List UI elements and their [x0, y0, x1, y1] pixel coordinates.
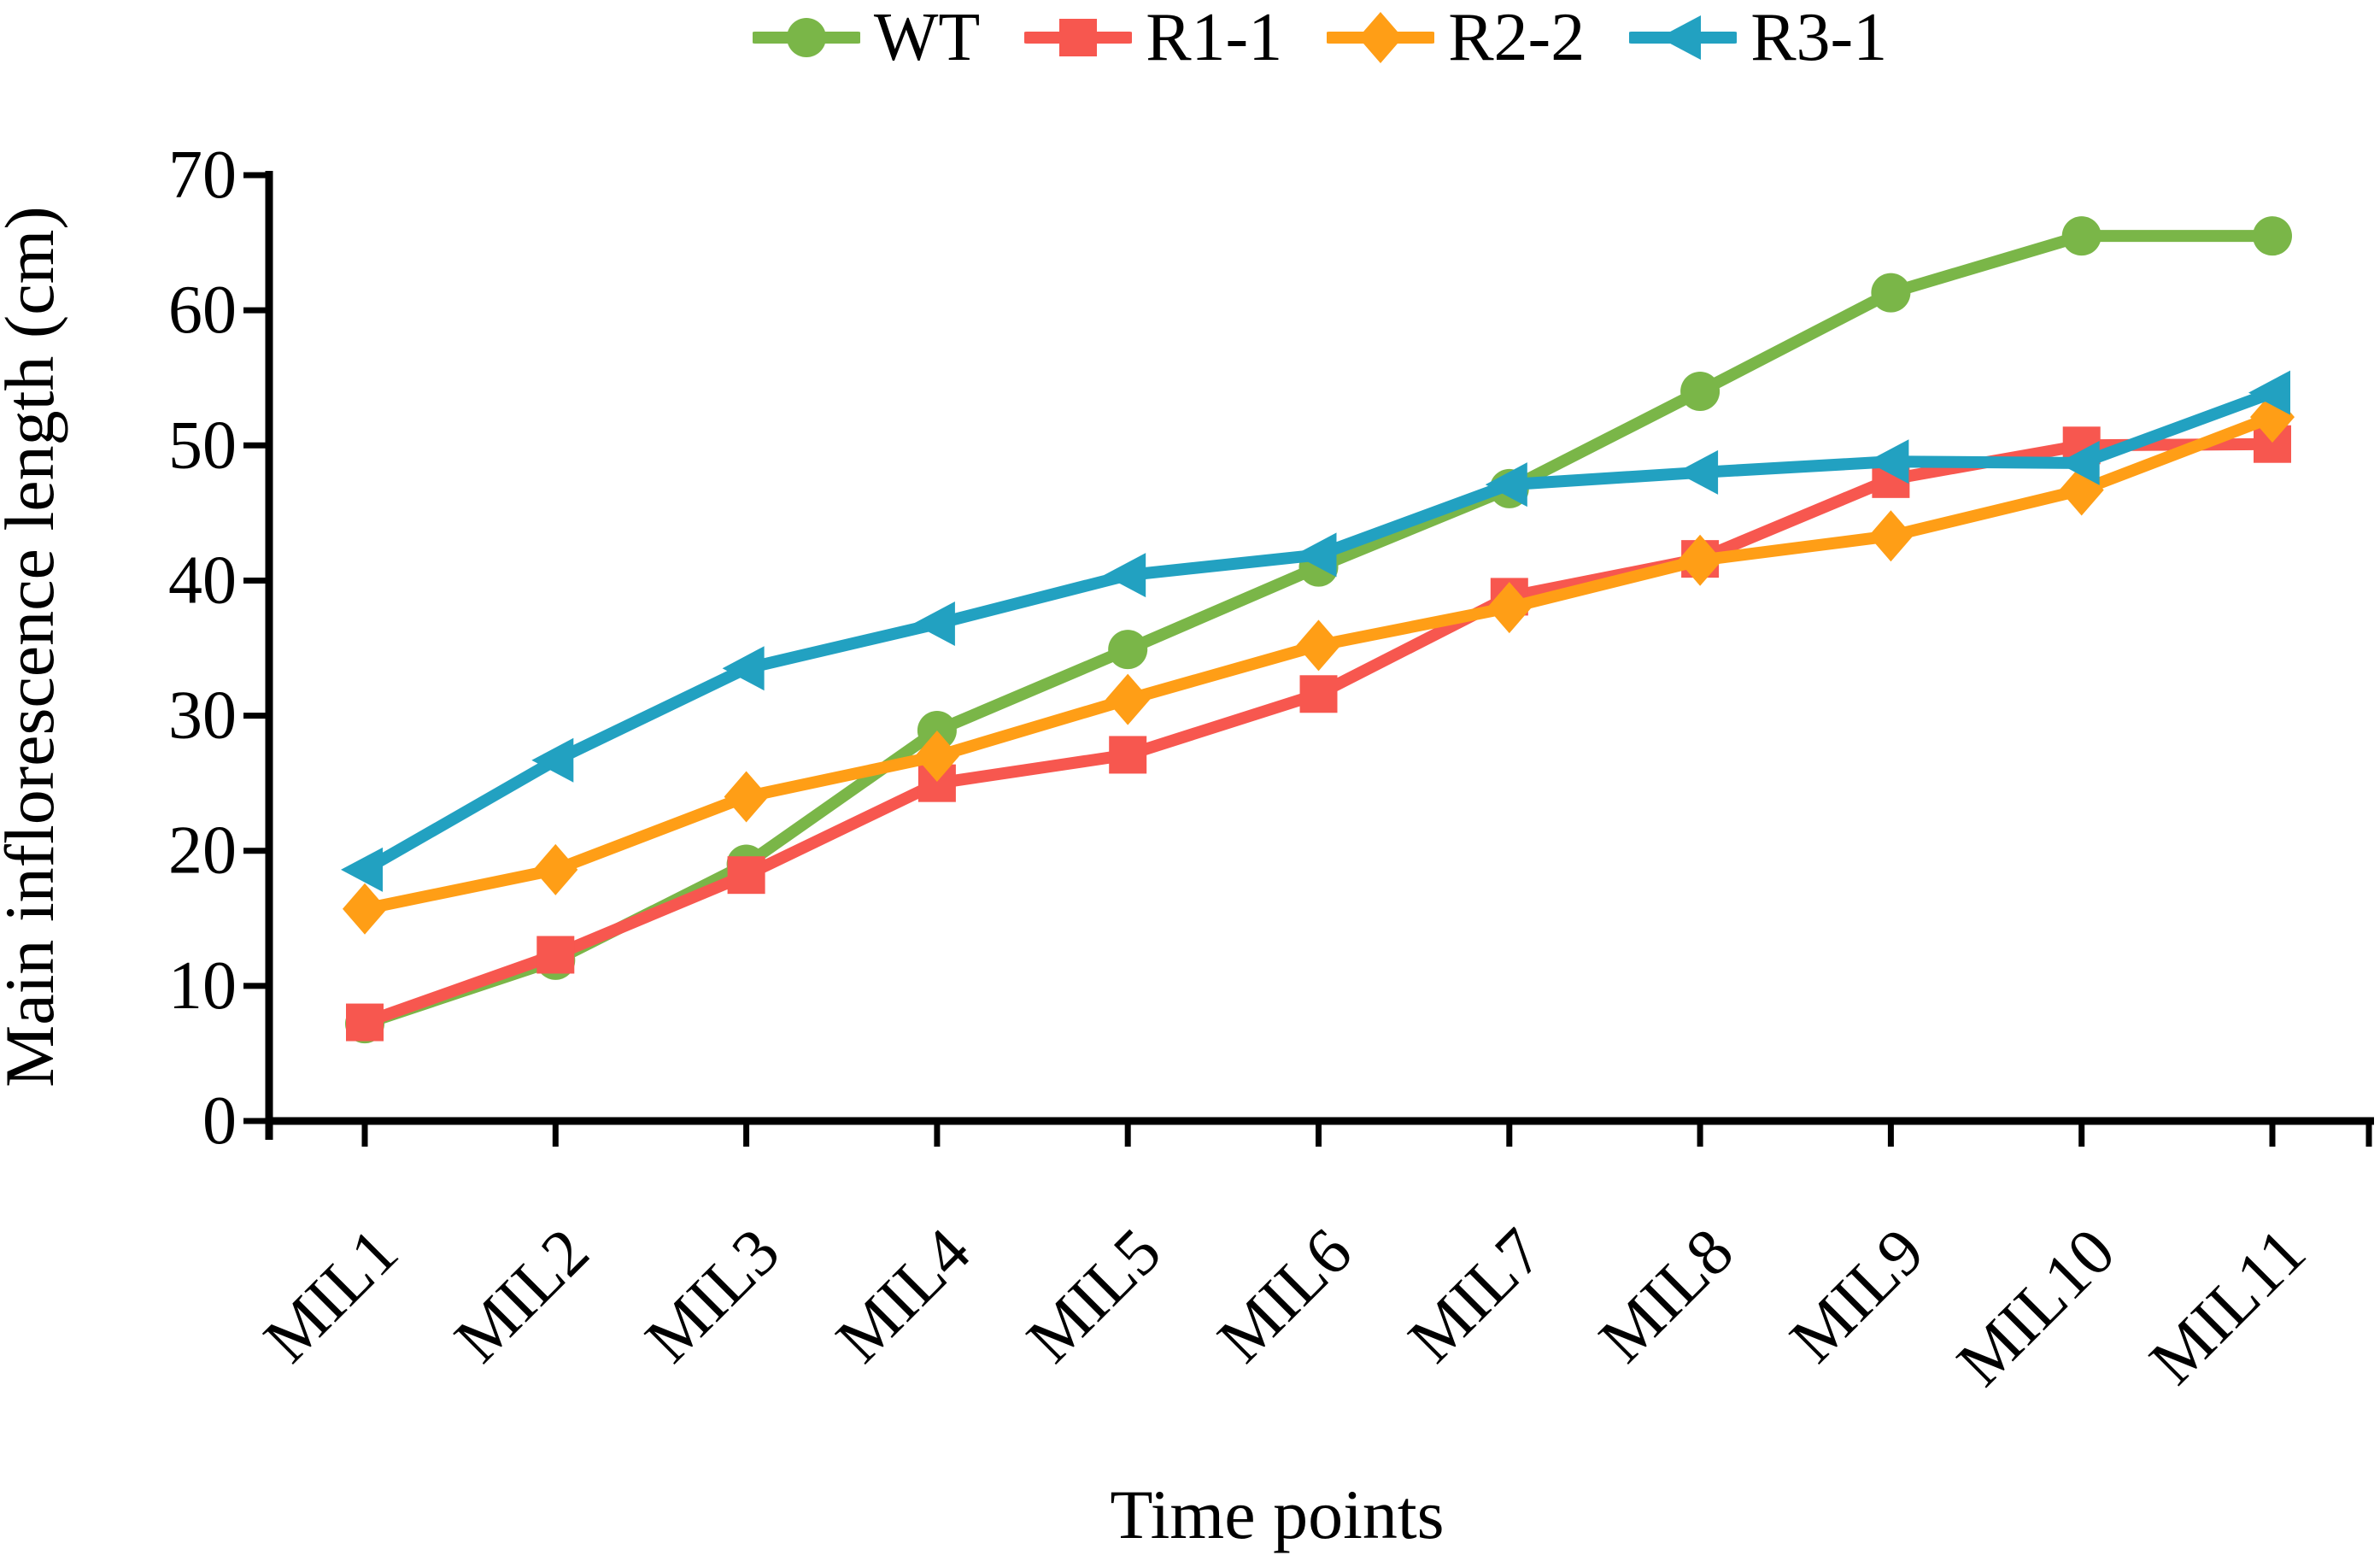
legend-item-R3-1: R3-1 [1629, 3, 1887, 72]
data-point-R2-2-MIL1 [343, 883, 387, 935]
data-point-R1-1-MIL5 [1109, 736, 1147, 774]
x-tick-label: MIL7 [1394, 1214, 1556, 1376]
chart-legend: WT R1-1 R2-2 R3-1 [269, 0, 2371, 75]
legend-item-WT: WT [752, 0, 981, 75]
x-tick-label: MIL6 [1203, 1214, 1365, 1376]
data-point-R3-1-MIL9 [1867, 439, 1909, 484]
y-tick-label: 70 [168, 138, 237, 213]
data-point-R3-1-MIL1 [341, 847, 383, 892]
data-point-WT-MIL4 [917, 710, 957, 750]
x-tick-label: MIL3 [630, 1214, 793, 1376]
data-point-WT-MIL10 [2061, 216, 2102, 256]
legend-marker-shape [1358, 12, 1404, 63]
data-point-WT-MIL9 [1871, 273, 1911, 313]
legend-label: WT [873, 0, 981, 75]
x-axis-ticks: MIL1 MIL2 MIL3 MIL4 MIL5 MIL6 MIL7 MIL8 MIL9 MIL1… [249, 1121, 2372, 1400]
data-point-R2-2-MIL3 [724, 771, 769, 823]
data-point-R1-1-MIL1 [346, 1003, 384, 1042]
square-legend-marker-icon [1024, 19, 1133, 56]
data-point-R2-2-MIL9 [1868, 510, 1914, 562]
diamond-legend-marker-icon [1327, 12, 1435, 63]
y-tick-label: 30 [168, 678, 237, 754]
legend-item-R1-1: R1-1 [1024, 3, 1282, 72]
legend-item-R2-2: R2-2 [1327, 3, 1585, 72]
data-point-R3-1-MIL2 [531, 737, 574, 783]
data-point-R2-2-MIL8 [1678, 534, 1723, 586]
data-point-R3-1-MIL11 [2248, 370, 2290, 415]
data-point-R3-1-MIL3 [722, 646, 765, 691]
legend-marker-shape [1659, 15, 1702, 60]
data-point-R2-2-MIL5 [1105, 673, 1151, 725]
data-series [341, 216, 2295, 1044]
y-tick-label: 0 [202, 1083, 237, 1159]
series-line-R1-1 [359, 437, 2278, 1029]
data-point-R2-2-MIL6 [1296, 619, 1341, 672]
y-tick-label: 20 [168, 813, 237, 889]
data-point-R3-1-MIL6 [1294, 532, 1337, 578]
y-tick-label: 50 [168, 408, 237, 483]
data-point-R3-1-MIL10 [2057, 440, 2100, 485]
data-point-R1-1-MIL6 [1299, 675, 1338, 713]
data-point-WT-MIL11 [2253, 216, 2292, 256]
x-tick-label: MIL10 [1943, 1214, 2129, 1400]
legend-label: R1-1 [1146, 0, 1283, 75]
x-tick-label: MIL11 [2135, 1214, 2319, 1399]
x-tick-label: MIL9 [1775, 1214, 1937, 1376]
circle-legend-marker-icon [752, 18, 860, 57]
data-point-R2-2-MIL4 [914, 731, 959, 783]
legend-marker-shape [1059, 19, 1098, 56]
data-point-R3-1-MIL5 [1104, 553, 1146, 598]
x-axis-title: Time points [1110, 1476, 1444, 1553]
data-point-R2-2-MIL7 [1486, 582, 1532, 634]
legend-label: R2-2 [1448, 0, 1586, 75]
y-axis-ticks: 0 10 20 30 40 50 60 70 [168, 138, 269, 1159]
y-tick-label: 10 [168, 948, 237, 1024]
data-point-R1-1-MIL2 [536, 936, 575, 974]
data-point-R3-1-MIL8 [1676, 449, 1719, 495]
x-tick-label: MIL4 [822, 1214, 984, 1376]
data-point-WT-MIL8 [1680, 372, 1721, 412]
data-point-R3-1-MIL4 [912, 602, 955, 647]
data-point-WT-MIL5 [1108, 630, 1148, 670]
legend-label: R3-1 [1750, 0, 1888, 75]
legend-marker-shape [786, 18, 826, 57]
triangle-left-legend-marker-icon [1629, 15, 1738, 60]
y-axis-title: Main inflorescence length (cm) [0, 206, 68, 1087]
data-point-R1-1-MIL3 [727, 856, 765, 895]
y-tick-label: 60 [168, 273, 237, 348]
data-point-R2-2-MIL2 [533, 843, 578, 895]
x-tick-label: MIL8 [1585, 1214, 1747, 1376]
x-tick-label: MIL2 [440, 1214, 602, 1376]
x-tick-label: MIL1 [249, 1214, 412, 1376]
x-tick-label: MIL5 [1012, 1214, 1175, 1376]
y-tick-label: 40 [168, 543, 237, 618]
data-point-R3-1-MIL7 [1485, 462, 1527, 508]
